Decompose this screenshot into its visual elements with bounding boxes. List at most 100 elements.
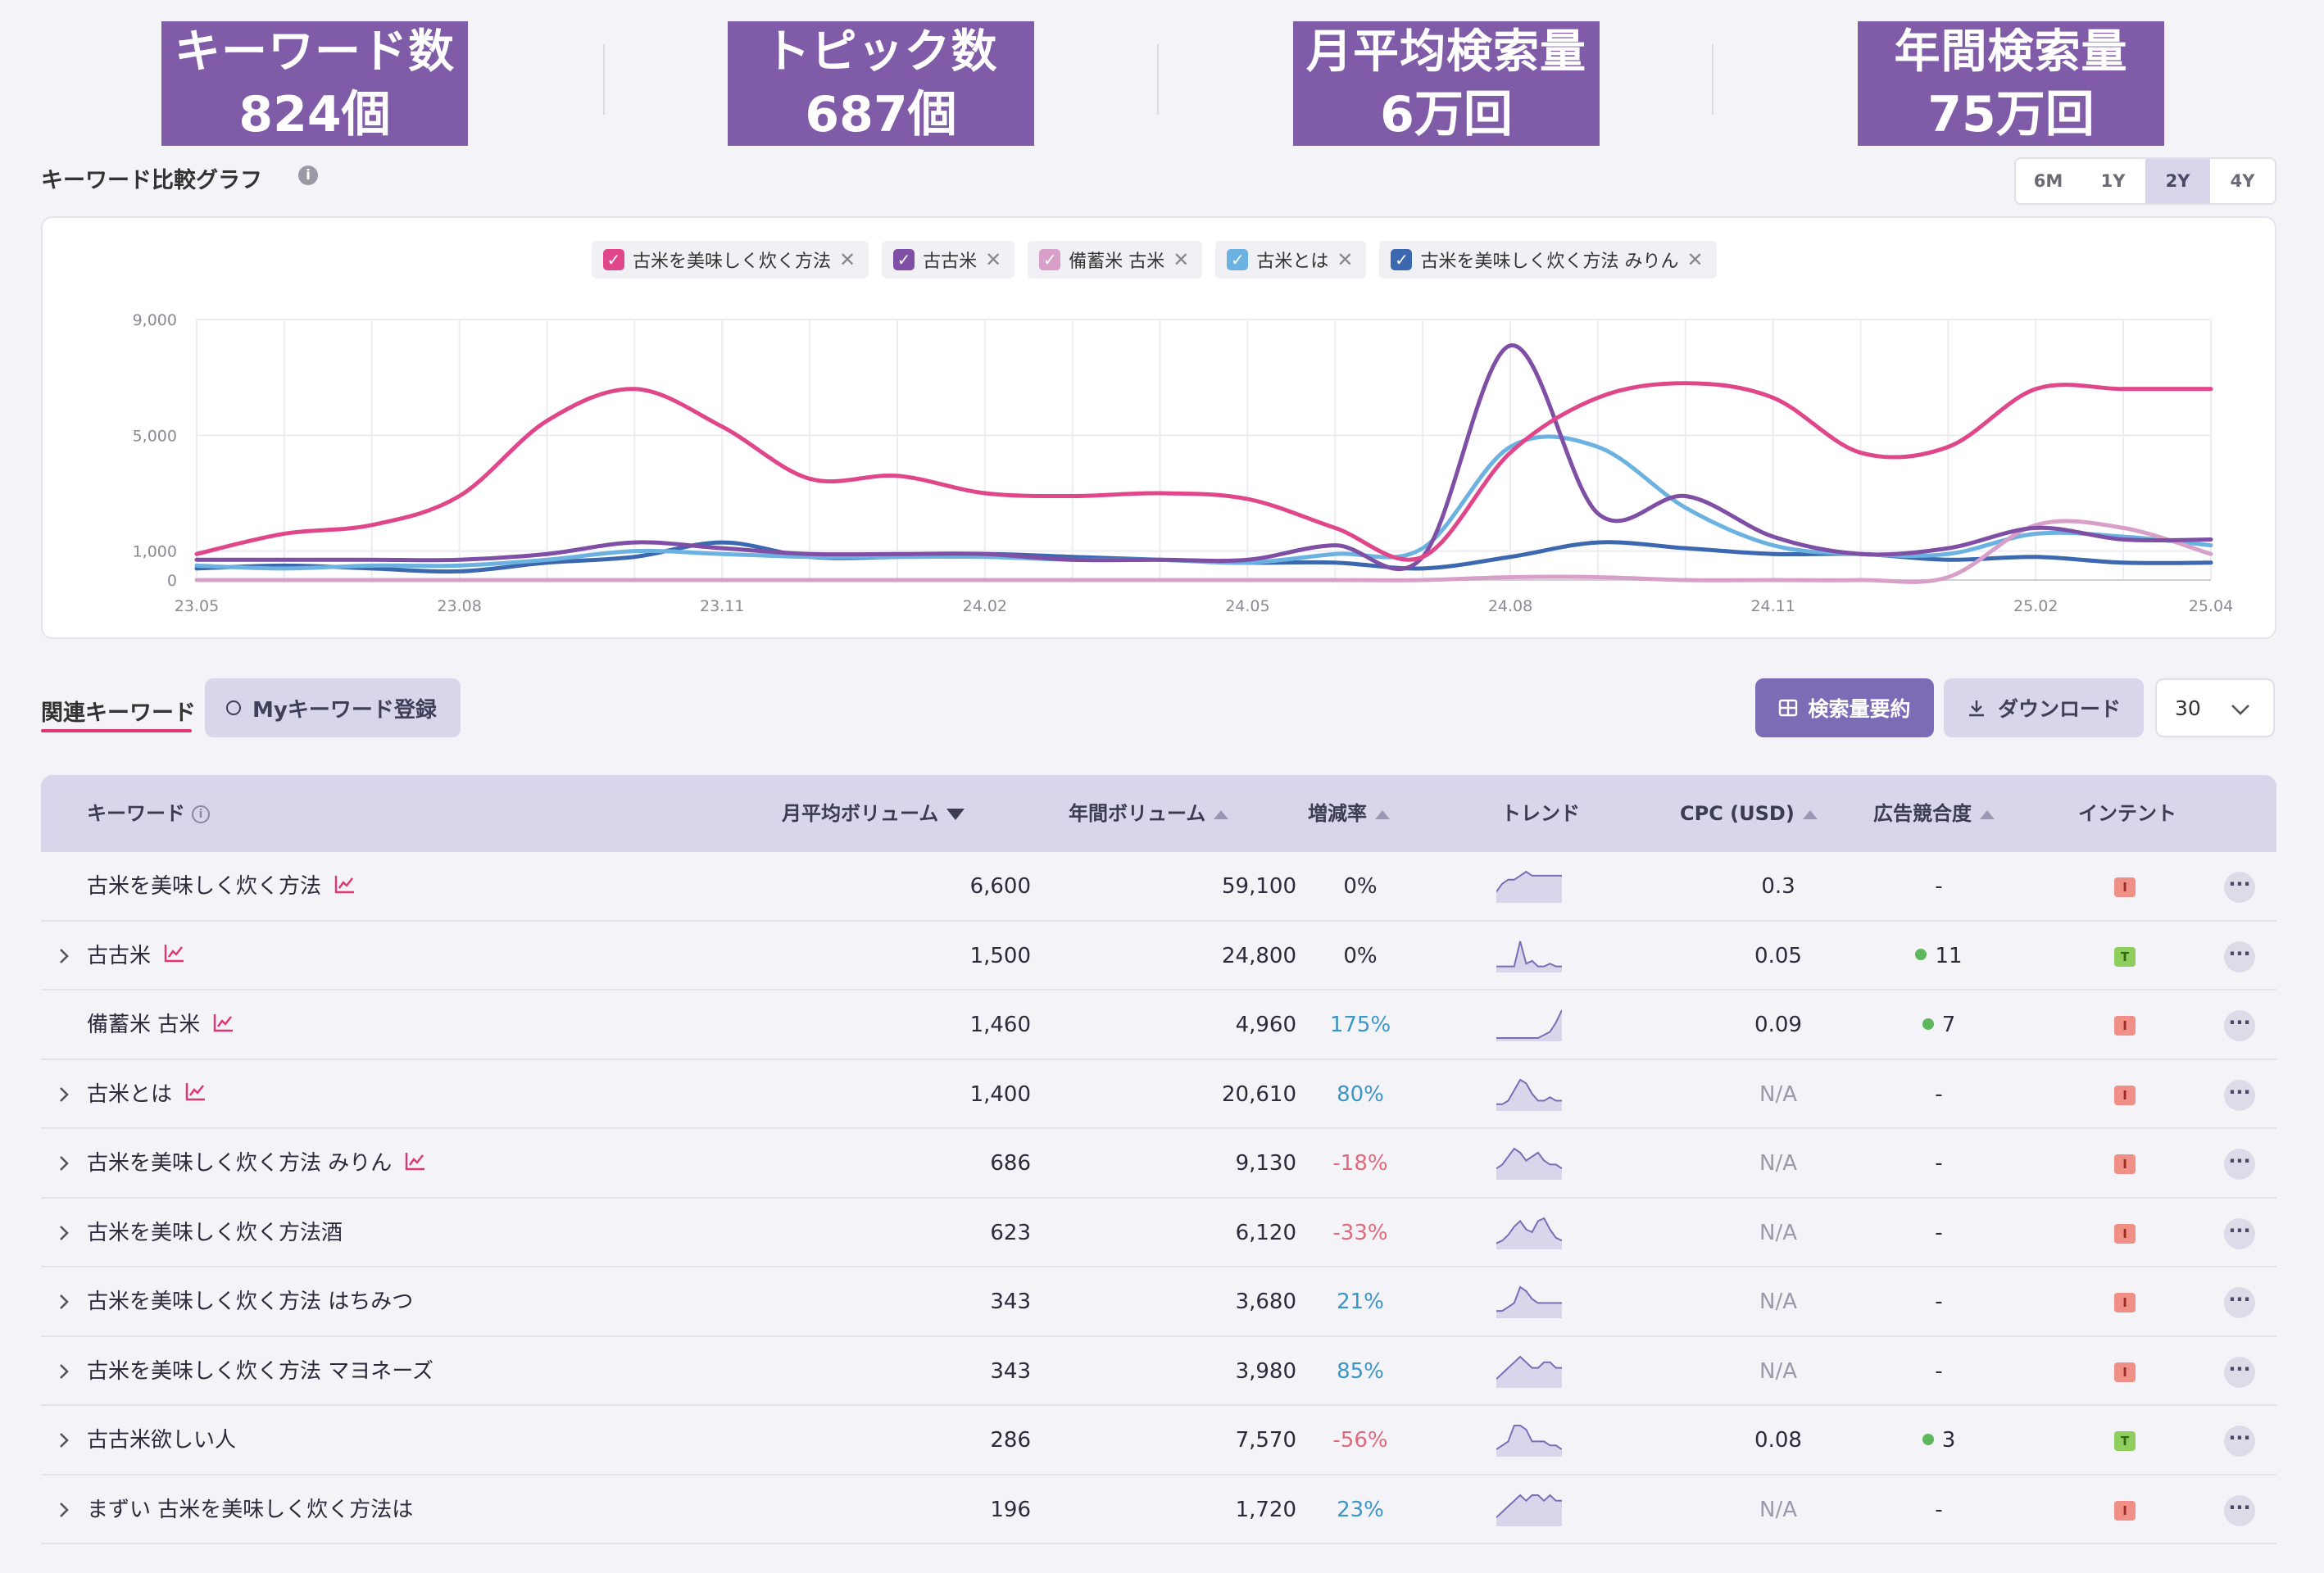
chevron-right-icon[interactable] [56, 1223, 72, 1243]
table-row[interactable]: 古米とは 1,400 20,610 80% N/A - I ··· [41, 1059, 2276, 1129]
keyword-text[interactable]: 備蓄米 古米 [87, 1013, 201, 1037]
keyword-cell[interactable]: 古米を美味しく炊く方法 みりん [87, 1129, 426, 1198]
info-icon[interactable]: i [298, 165, 318, 185]
keyword-text[interactable]: 古米を美味しく炊く方法 みりん [87, 1151, 393, 1176]
more-options-button[interactable]: ··· [2224, 1287, 2255, 1318]
line-chart-icon[interactable] [185, 1081, 207, 1101]
range-2y-button[interactable]: 2Y [2145, 159, 2210, 203]
legend-chip[interactable]: ✓ 備蓄米 古米 ✕ [1028, 241, 1203, 279]
range-6m-button[interactable]: 6M [2033, 171, 2063, 191]
my-keyword-register-button[interactable]: Myキーワード登録 [205, 678, 461, 737]
keyword-cell[interactable]: 古米を美味しく炊く方法 はちみつ [87, 1267, 413, 1336]
more-options-button[interactable]: ··· [2224, 941, 2255, 972]
header-keyword[interactable]: キーワード i [87, 775, 210, 852]
more-options-button[interactable]: ··· [2224, 1217, 2255, 1249]
range-1y-button[interactable]: 1Y [2100, 171, 2126, 191]
info-icon[interactable]: i [192, 805, 210, 823]
header-yearly-volume[interactable]: 年間ボリューム [1069, 775, 1229, 852]
legend-chip[interactable]: ✓ 古米とは ✕ [1215, 241, 1367, 279]
chevron-right-icon[interactable] [56, 946, 72, 966]
chevron-right-icon[interactable] [56, 1085, 72, 1104]
legend-chip[interactable]: ✓ 古古米 ✕ [882, 241, 1015, 279]
keyword-text[interactable]: 古古米欲しい人 [87, 1428, 237, 1453]
cpc-value: N/A [1759, 1220, 1797, 1245]
date-range-selector: 6M 1Y 2Y 4Y [2014, 157, 2276, 205]
table-row[interactable]: 備蓄米 古米 1,460 4,960 175% 0.09 7 I ··· [41, 990, 2276, 1060]
header-monthly-volume[interactable]: 月平均ボリューム [782, 775, 965, 852]
download-button[interactable]: ダウンロード [1944, 678, 2144, 737]
series-line[interactable] [194, 381, 2213, 562]
keyword-text[interactable]: まずい 古米を美味しく炊く方法は [87, 1497, 414, 1522]
trend-sparkline [1496, 1425, 1562, 1457]
keyword-text[interactable]: 古米を美味しく炊く方法 はちみつ [87, 1290, 414, 1314]
table-row[interactable]: 古米を美味しく炊く方法 マヨネーズ 343 3,980 85% N/A - I ··· [41, 1336, 2276, 1406]
keyword-cell[interactable]: 古古米 [87, 922, 185, 990]
checkbox-icon[interactable]: ✓ [1227, 249, 1249, 270]
growth-rate: 0% [1343, 874, 1378, 899]
more-options-button[interactable]: ··· [2224, 1010, 2255, 1041]
keyword-cell[interactable]: 備蓄米 古米 [87, 990, 234, 1059]
line-chart-icon[interactable] [213, 1013, 234, 1032]
more-options-button[interactable]: ··· [2224, 1356, 2255, 1388]
keyword-text[interactable]: 古古米 [87, 943, 152, 968]
close-icon[interactable]: ✕ [1173, 248, 1190, 271]
close-icon[interactable]: ✕ [985, 248, 1002, 271]
checkbox-icon[interactable]: ✓ [893, 249, 915, 270]
table-row[interactable]: 古古米 1,500 24,800 0% 0.05 11 T ··· [41, 921, 2276, 990]
competition-cell: - [1873, 1476, 2004, 1544]
keyword-cell[interactable]: 古米を美味しく炊く方法 マヨネーズ [87, 1337, 433, 1406]
range-4y-button[interactable]: 4Y [2230, 171, 2255, 191]
table-row[interactable]: 古米を美味しく炊く方法 みりん 686 9,130 -18% N/A - I ··· [41, 1129, 2276, 1199]
competition-value: 3 [1941, 1428, 1956, 1453]
legend-chip[interactable]: ✓ 古米を美味しく炊く方法 ✕ [592, 241, 869, 279]
tab-related-keywords[interactable]: 関連キーワード [41, 700, 196, 726]
keyword-text[interactable]: 古米を美味しく炊く方法 マヨネーズ [87, 1358, 433, 1384]
cpc-value: N/A [1759, 1290, 1797, 1314]
header-cpc[interactable]: CPC (USD) [1680, 775, 1818, 852]
line-chart-icon[interactable] [164, 943, 185, 963]
chevron-right-icon[interactable] [56, 1500, 72, 1520]
close-icon[interactable]: ✕ [839, 248, 856, 271]
table-row[interactable]: 古米を美味しく炊く方法 はちみつ 343 3,680 21% N/A - I ··· [41, 1267, 2276, 1337]
y-tick-label: 5,000 [133, 427, 177, 445]
volume-summary-button[interactable]: 検索量要約 [1755, 678, 1934, 737]
series-line[interactable] [194, 519, 2213, 584]
keyword-text[interactable]: 古米とは [87, 1081, 173, 1107]
keyword-cell[interactable]: まずい 古米を美味しく炊く方法は [87, 1476, 413, 1544]
rows-per-page-select[interactable]: 30 [2155, 678, 2275, 737]
header-competition[interactable]: 広告競合度 [1873, 775, 1995, 852]
chevron-right-icon[interactable] [56, 1292, 72, 1312]
growth-rate: 21% [1337, 1290, 1384, 1314]
chevron-right-icon[interactable] [56, 1154, 72, 1173]
kpi-divider [1712, 44, 1713, 115]
header-growth-rate[interactable]: 増減率 [1308, 775, 1390, 852]
table-row[interactable]: まずい 古米を美味しく炊く方法は 196 1,720 23% N/A - I ··· [41, 1475, 2276, 1544]
yearly-volume: 20,610 [1222, 1081, 1296, 1107]
chevron-right-icon[interactable] [56, 1362, 72, 1381]
legend-chip[interactable]: ✓ 古米を美味しく炊く方法 みりん ✕ [1379, 241, 1717, 279]
more-options-button[interactable]: ··· [2224, 872, 2255, 903]
keyword-text[interactable]: 古米を美味しく炊く方法 [87, 874, 322, 899]
table-row[interactable]: 古米を美味しく炊く方法 6,600 59,100 0% 0.3 - I ··· [41, 852, 2276, 922]
line-chart-icon[interactable] [334, 874, 356, 894]
more-options-button[interactable]: ··· [2224, 1079, 2255, 1111]
keyword-cell[interactable]: 古米を美味しく炊く方法酒 [87, 1199, 343, 1267]
keyword-text[interactable]: 古米を美味しく炊く方法酒 [87, 1220, 343, 1245]
table-row[interactable]: 古古米欲しい人 286 7,570 -56% 0.08 3 T ··· [41, 1406, 2276, 1476]
keyword-cell[interactable]: 古米とは [87, 1060, 207, 1129]
checkbox-icon[interactable]: ✓ [1039, 249, 1061, 270]
series-line[interactable] [194, 343, 2213, 571]
chevron-right-icon[interactable] [56, 1430, 72, 1450]
keyword-cell[interactable]: 古古米欲しい人 [87, 1406, 236, 1475]
more-options-button[interactable]: ··· [2224, 1494, 2255, 1526]
close-icon[interactable]: ✕ [1337, 248, 1354, 271]
table-row[interactable]: 古米を美味しく炊く方法酒 623 6,120 -33% N/A - I ··· [41, 1198, 2276, 1267]
checkbox-icon[interactable]: ✓ [603, 249, 624, 270]
line-chart-icon[interactable] [405, 1151, 426, 1171]
more-options-button[interactable]: ··· [2224, 1426, 2255, 1457]
x-tick-label: 23.05 [175, 597, 219, 615]
more-options-button[interactable]: ··· [2224, 1149, 2255, 1180]
close-icon[interactable]: ✕ [1686, 248, 1704, 271]
checkbox-icon[interactable]: ✓ [1391, 249, 1413, 270]
keyword-cell[interactable]: 古米を美味しく炊く方法 [87, 852, 356, 921]
